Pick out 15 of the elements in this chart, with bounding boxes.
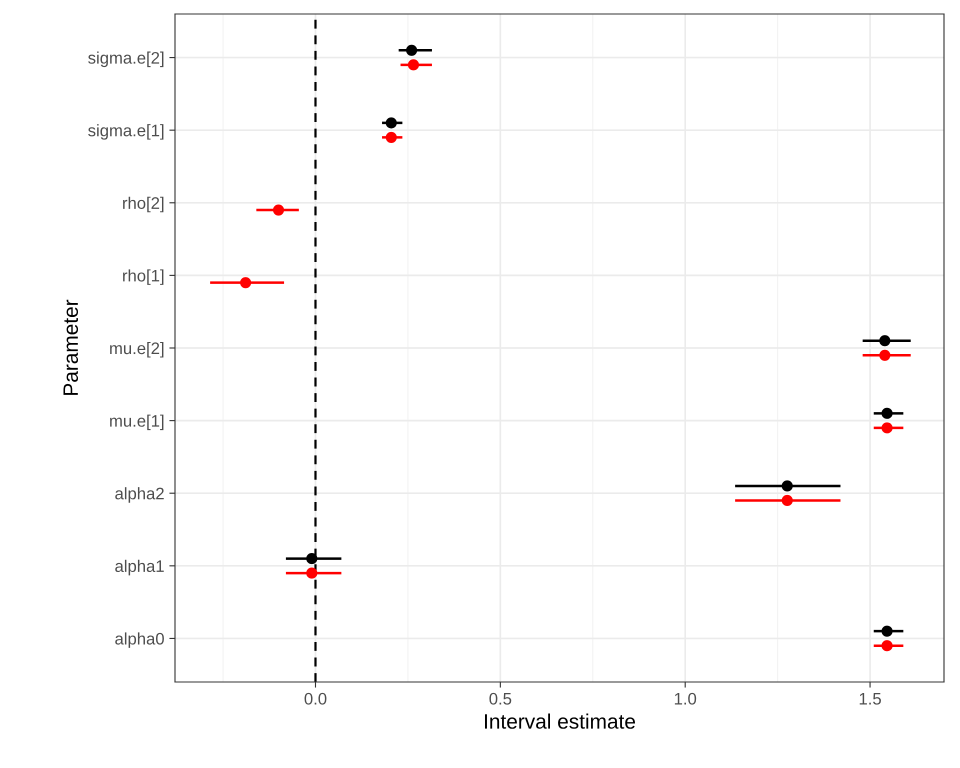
y-tick-label: mu.e[2] [110, 342, 164, 358]
y-tick-label: rho[1] [123, 269, 164, 285]
y-tick-label: alpha1 [115, 560, 164, 576]
x-axis-title: Interval estimate [485, 714, 635, 729]
y-tick-label: sigma.e[1] [88, 124, 164, 140]
y-tick-label: rho[2] [123, 196, 164, 212]
y-tick-label: sigma.e[2] [88, 52, 164, 68]
x-tick-label: 0.0 [304, 692, 326, 705]
y-tick-label: alpha2 [115, 487, 164, 503]
y-tick-label: mu.e[1] [110, 414, 164, 430]
y-tick-label: alpha0 [115, 632, 164, 648]
y-axis-title: Parameter [63, 300, 78, 395]
x-tick-label: 0.5 [489, 692, 512, 705]
x-tick-label: 1.5 [860, 693, 881, 705]
x-tick-label: 1.0 [674, 692, 696, 705]
